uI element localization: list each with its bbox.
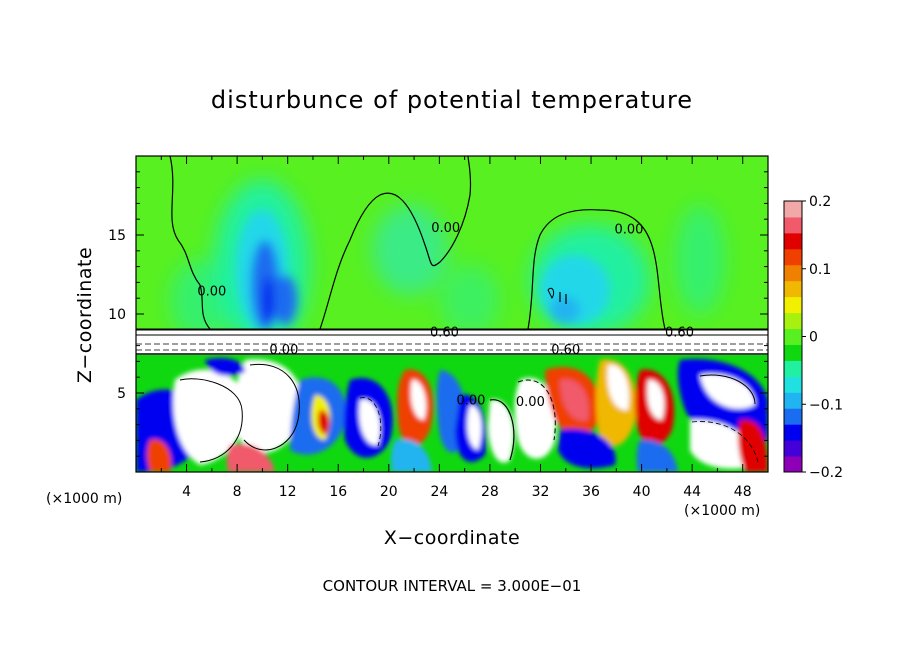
contour-label: 0.00 bbox=[269, 343, 298, 358]
colorbar-tick-label: 0.1 bbox=[809, 262, 831, 278]
colorbar-swatch bbox=[784, 280, 802, 298]
colorbar-tick-label: 0 bbox=[809, 330, 818, 346]
colorbar-swatch bbox=[784, 424, 802, 441]
colorbar: 0.2 0.1 0 −0.1 −0.2 bbox=[783, 194, 843, 481]
colorbar-swatch bbox=[784, 248, 802, 266]
x-tick-label: 24 bbox=[430, 484, 448, 500]
x-tick-label: 44 bbox=[683, 484, 701, 500]
contour-label: 0.00 bbox=[431, 221, 460, 236]
colorbar-swatch bbox=[784, 264, 802, 282]
x-axis: 4 8 12 16 20 24 28 32 36 40 44 48 bbox=[160, 156, 752, 500]
colorbar-swatch bbox=[784, 312, 802, 330]
x-tick-label: 48 bbox=[734, 484, 752, 500]
x-tick-label: 16 bbox=[329, 484, 347, 500]
colorbar-swatch bbox=[784, 201, 802, 218]
colorbar-tick-label: 0.2 bbox=[809, 194, 831, 210]
y-tick-label: 15 bbox=[108, 228, 126, 244]
y-tick-label: 5 bbox=[117, 386, 126, 402]
contour-label: 0.00 bbox=[456, 393, 485, 408]
x-tick-label: 20 bbox=[380, 484, 398, 500]
x-unit-label-left: (×1000 m) bbox=[46, 491, 123, 507]
colorbar-tick-label: −0.2 bbox=[809, 465, 843, 481]
contour-label: 0.00 bbox=[197, 284, 226, 299]
x-tick-label: 12 bbox=[279, 484, 297, 500]
x-tick-label: 32 bbox=[532, 484, 550, 500]
colorbar-swatch bbox=[784, 392, 802, 409]
contour-label: 0.00 bbox=[614, 223, 643, 238]
y-tick-label: 10 bbox=[108, 307, 126, 323]
contour-field: 0.00 0.00 0.00 0.60 0.60 0.60 0.00 0.00 0.00 bbox=[136, 156, 768, 472]
colorbar-swatch bbox=[784, 296, 802, 314]
contour-interval-note: CONTOUR INTERVAL = 3.000E−01 bbox=[322, 577, 582, 595]
colorbar-swatch bbox=[784, 408, 802, 425]
colorbar-tick-label: −0.1 bbox=[809, 397, 843, 413]
contour-label: 0.00 bbox=[516, 395, 545, 410]
colorbar-swatch bbox=[784, 328, 802, 345]
colorbar-swatch bbox=[784, 344, 802, 361]
colorbar-swatch bbox=[784, 456, 802, 473]
contour-label: 0.60 bbox=[430, 325, 459, 340]
x-unit-label-right: (×1000 m) bbox=[684, 503, 761, 519]
x-tick-label: 28 bbox=[481, 484, 499, 500]
x-tick-label: 40 bbox=[633, 484, 651, 500]
colorbar-swatch bbox=[784, 216, 802, 234]
chart-title: disturbunce of potential temperature bbox=[210, 86, 694, 114]
colorbar-swatch bbox=[784, 440, 802, 457]
colorbar-swatch bbox=[784, 376, 802, 393]
contour-label: 0.60 bbox=[551, 343, 580, 358]
x-tick-label: 36 bbox=[582, 484, 600, 500]
y-axis: 5 10 15 bbox=[108, 171, 768, 457]
colorbar-swatch bbox=[784, 232, 802, 250]
y-axis-label: Z−coordinate bbox=[74, 246, 96, 384]
contour-label: 0.60 bbox=[665, 325, 694, 340]
colorbar-swatch bbox=[784, 360, 802, 377]
x-tick-label: 4 bbox=[182, 484, 191, 500]
contour-labels: 0.00 0.00 0.00 0.60 0.60 0.60 0.00 0.00 0.00 bbox=[197, 221, 694, 410]
x-axis-label: X−coordinate bbox=[383, 527, 521, 549]
x-tick-label: 8 bbox=[233, 484, 242, 500]
